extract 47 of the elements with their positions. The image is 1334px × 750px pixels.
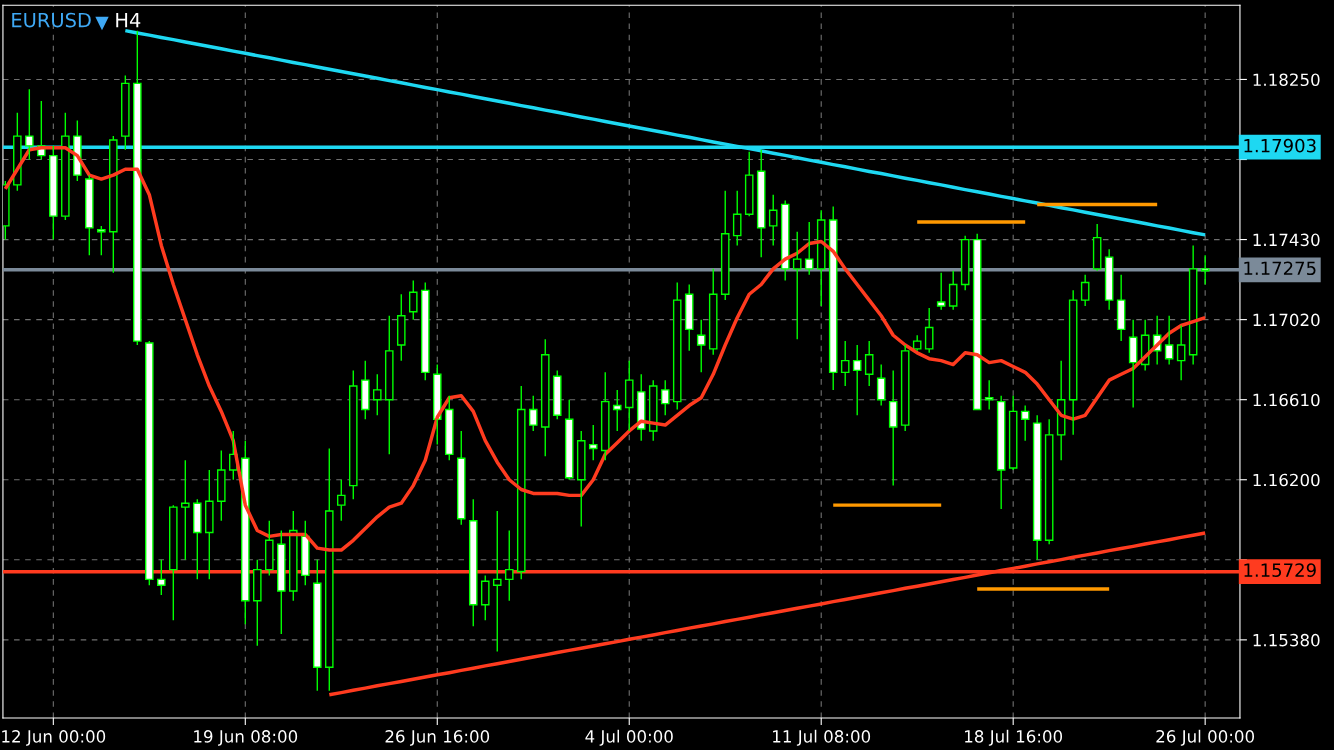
candlestick	[1176, 324, 1186, 381]
candlestick	[1128, 318, 1138, 409]
candlestick	[1200, 254, 1210, 286]
x-tick-label: 12 Jun 00:00	[2, 730, 106, 746]
candlestick	[1020, 404, 1030, 442]
x-tick-label: 19 Jun 08:00	[194, 730, 298, 746]
candlestick	[1092, 223, 1102, 272]
y-tick-label: 1.16200	[1253, 473, 1320, 487]
candlestick	[960, 234, 970, 292]
candlestick	[504, 529, 514, 602]
chart-subtitle: H4	[116, 12, 141, 28]
candlestick	[1104, 248, 1114, 311]
y-tick-label: 1.16610	[1253, 393, 1320, 407]
y-tick-label: 1.17020	[1253, 313, 1320, 327]
line-series	[3, 146, 1207, 552]
x-tick-label: 11 Jul 08:00	[773, 729, 871, 746]
candlestick	[1008, 395, 1018, 471]
candlestick	[1068, 289, 1078, 436]
candlestick	[1044, 418, 1054, 545]
candlestick	[756, 149, 766, 258]
candlestick	[324, 447, 334, 692]
y-tick-label: 1.15380	[1253, 633, 1320, 647]
candlestick	[205, 469, 214, 581]
candlestick	[1116, 274, 1126, 342]
candlestick	[468, 498, 478, 627]
candlestick	[1164, 315, 1174, 366]
candlestick	[1080, 274, 1090, 307]
candlestick	[624, 359, 634, 432]
x-tick-label: 26 Jul 00:00	[1156, 729, 1255, 746]
candlestick	[996, 395, 1006, 510]
x-tick-label: 26 Jun 16:00	[385, 730, 490, 746]
ref-line-label: 1.15729	[1244, 563, 1316, 577]
candlestick	[792, 231, 802, 340]
candlestick	[492, 510, 502, 653]
candlestick	[312, 559, 322, 692]
candlestick	[1032, 414, 1042, 561]
candlestick	[181, 459, 190, 561]
candlestick	[217, 449, 226, 522]
ref-line-label: 1.17275	[1244, 261, 1316, 276]
chart-title: EURUSD	[12, 12, 91, 28]
y-tick-label: 1.17430	[1253, 233, 1320, 247]
x-tick-label: 4 Jul 00:00	[585, 729, 673, 746]
y-tick-label: 1.18250	[1253, 73, 1320, 87]
candlestick	[384, 315, 394, 456]
x-tick-label: 18 Jul 16:00	[965, 729, 1063, 746]
ref-line-label: 1.17903	[1244, 138, 1316, 153]
candlestick	[888, 369, 898, 487]
